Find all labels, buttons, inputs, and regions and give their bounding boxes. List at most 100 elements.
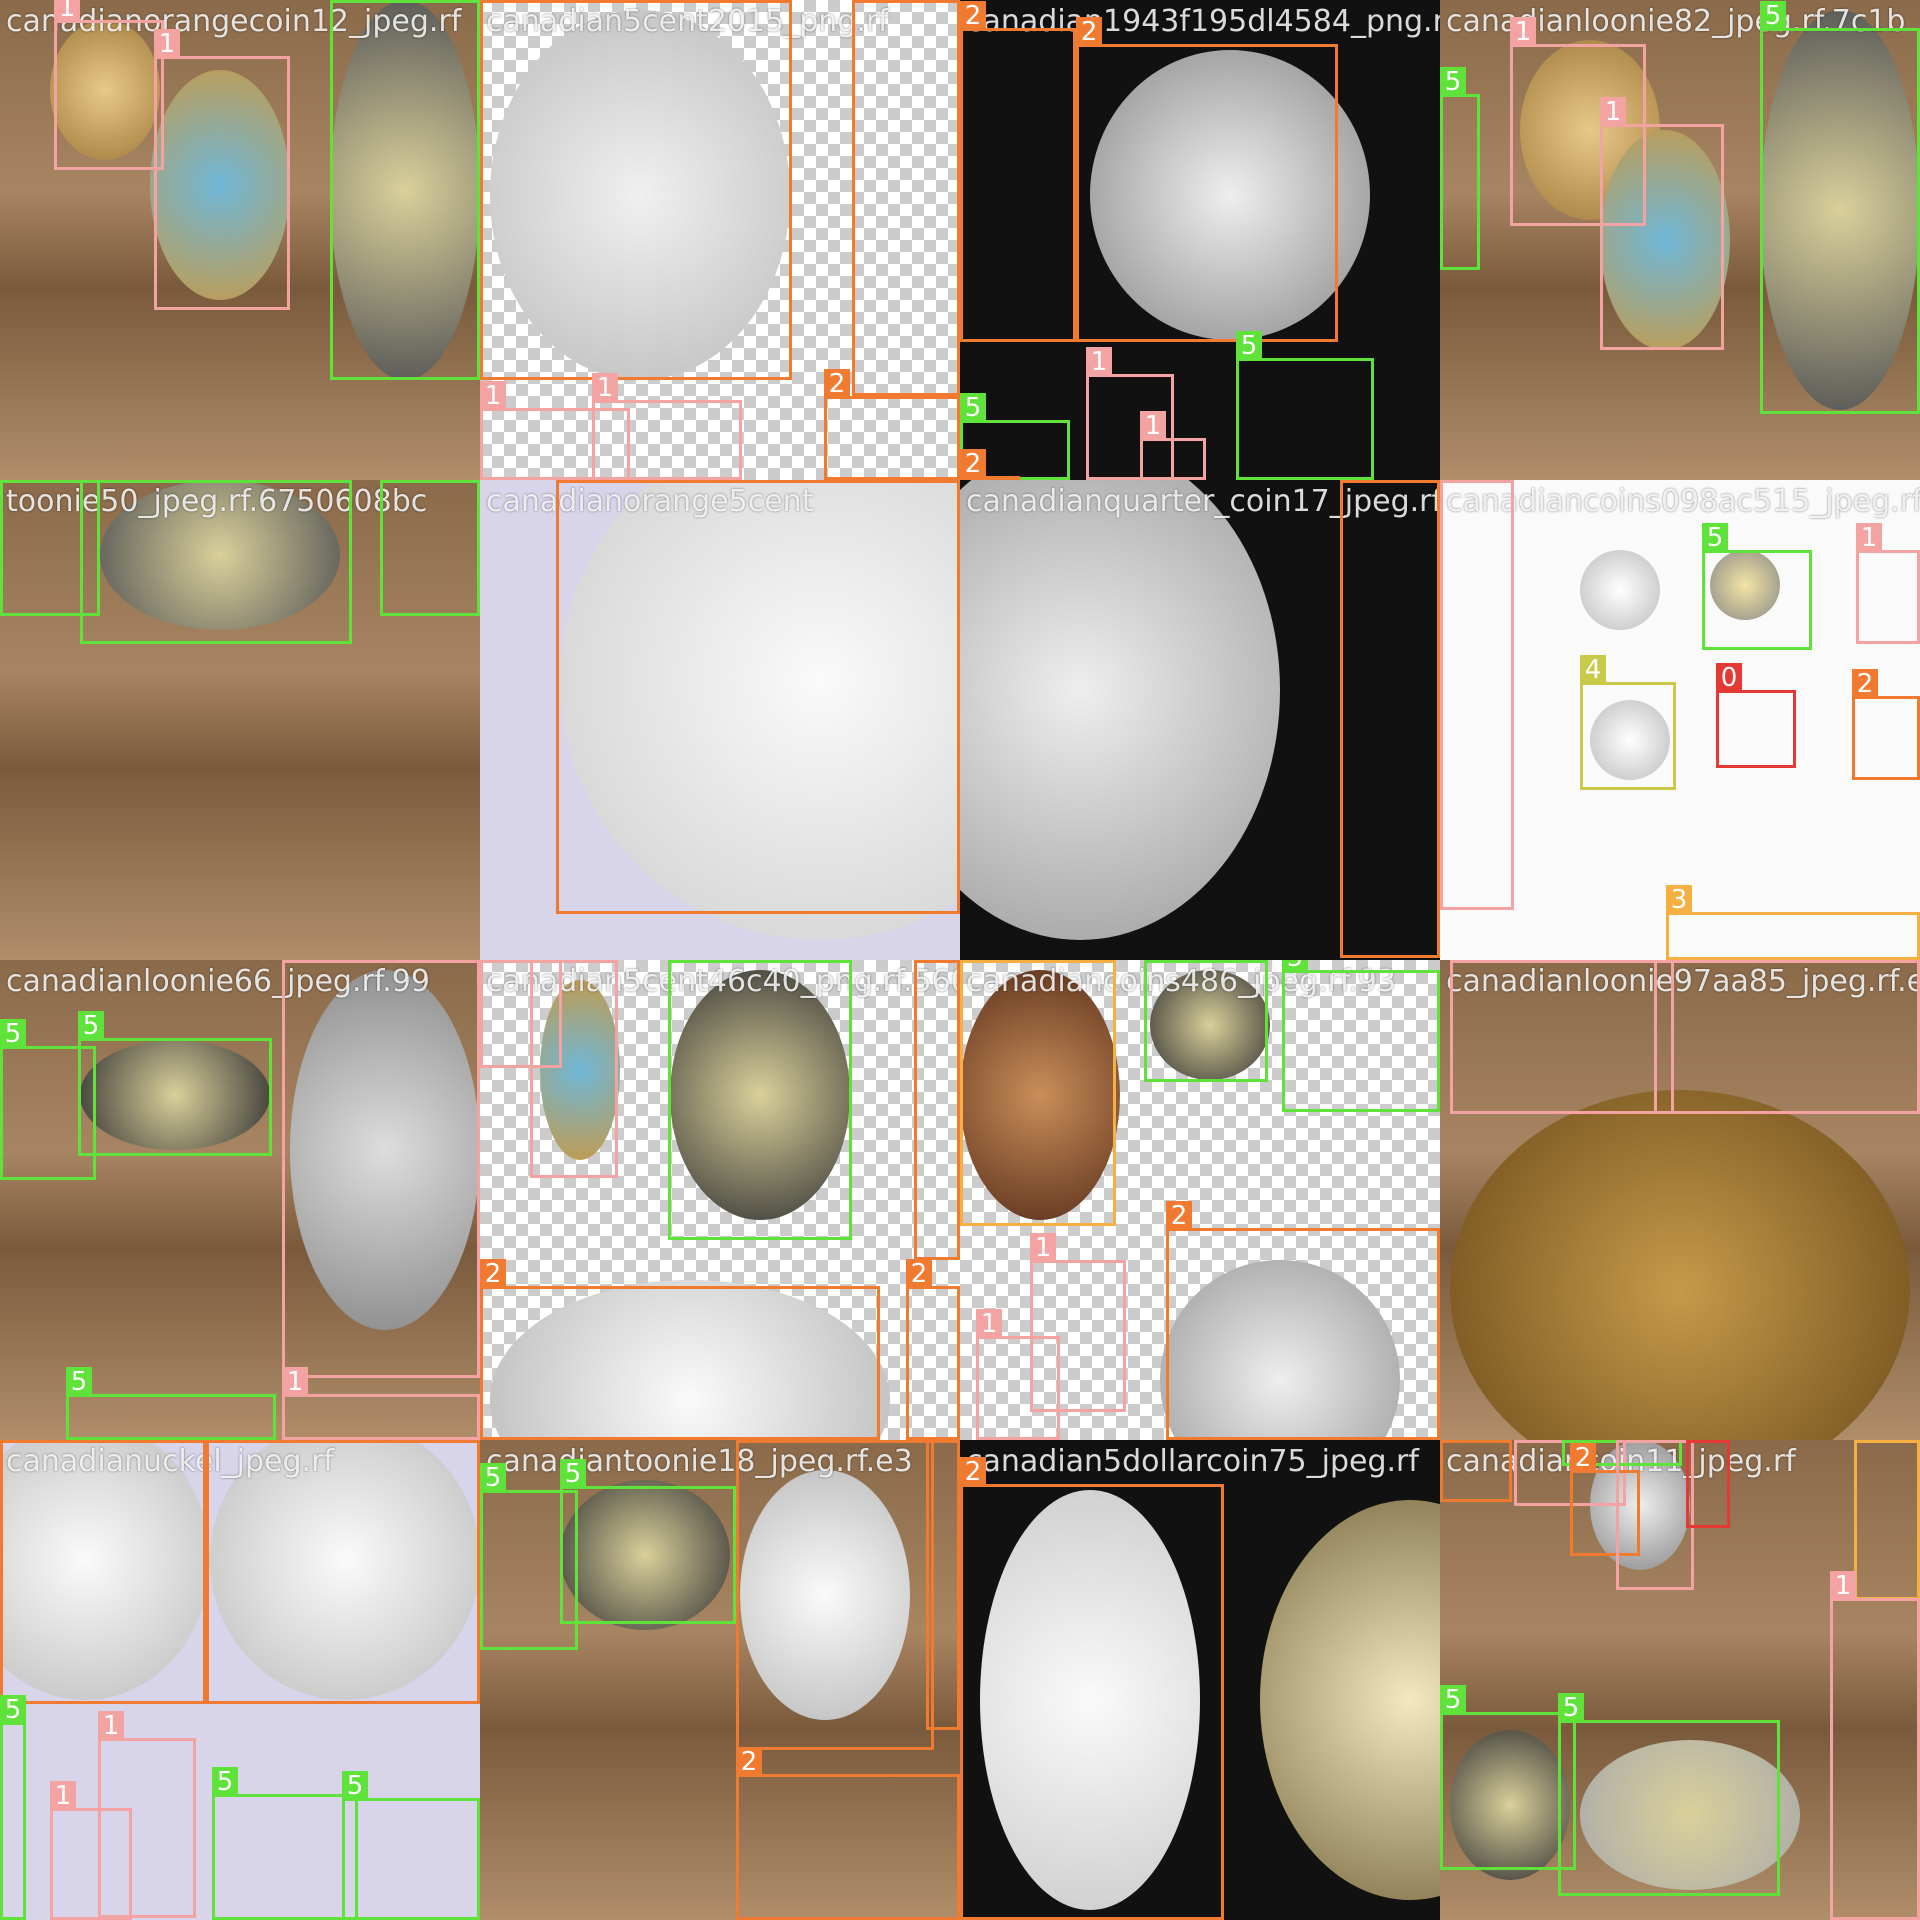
bbox-label: 5	[80, 480, 106, 483]
bbox: 1	[98, 1711, 196, 1918]
bbox-label: 2	[1166, 1201, 1192, 1231]
bbox: 5	[0, 1019, 96, 1180]
bbox-label: 5	[78, 1011, 104, 1041]
bbox-label: 3	[960, 960, 986, 963]
tile: canadianloonie97aa85_jpeg.rf.eaa 1 1	[1440, 960, 1920, 1440]
bbox: 2	[914, 960, 960, 1260]
bbox: 1	[1086, 347, 1174, 480]
tile-title: canadianloonie97aa85_jpeg.rf.eaa	[1446, 964, 1920, 999]
bbox-label: 2	[852, 0, 878, 3]
coin-image	[1580, 1740, 1800, 1890]
bbox-label: 1	[1830, 1571, 1856, 1601]
bbox-label: 2	[960, 1, 986, 31]
bbox-label: 1	[282, 960, 308, 963]
tile-title: toonie50_jpeg.rf.6750608bc	[6, 484, 428, 519]
coin-image	[290, 970, 480, 1330]
tile: canadianloonie82_jpeg.rf.7c1b 1 1 5 5	[1440, 0, 1920, 480]
bbox: 5	[1440, 67, 1480, 270]
bbox: 5	[1558, 1693, 1780, 1896]
bbox-label: 2	[736, 1747, 762, 1777]
bbox-label: 5	[342, 1771, 368, 1801]
bbox: 2	[960, 1, 1076, 342]
bbox: 5	[480, 1463, 578, 1650]
coin-image	[1760, 10, 1920, 410]
bbox-label: 3	[1854, 1440, 1880, 1443]
bbox: 2	[1076, 17, 1338, 342]
bbox-label: 5	[1440, 67, 1466, 97]
bbox: 5	[0, 480, 100, 616]
bbox-label: 1	[976, 1309, 1002, 1339]
bbox: 1	[1440, 480, 1514, 910]
bbox: 5	[66, 1367, 276, 1440]
bbox-label: 5	[1144, 960, 1170, 963]
coin-image	[740, 1470, 910, 1720]
bbox: 1	[1654, 960, 1920, 1114]
bbox-label: 2	[960, 449, 986, 479]
tile: canadianuckel_jpeg.rf 2 2 5 1 1 5 5	[0, 1440, 480, 1920]
bbox-label: 1	[282, 1367, 308, 1397]
coin-image	[1090, 50, 1370, 340]
bbox-label: 2	[926, 1440, 952, 1443]
bbox-label: 2	[914, 960, 940, 963]
bbox: 5	[1440, 1685, 1576, 1870]
bbox-label: 1	[98, 1711, 124, 1741]
tile-title: canadianorange5cent	[486, 484, 814, 519]
bbox-label: 5	[66, 1367, 92, 1397]
coin-image	[560, 1480, 730, 1630]
bbox-label: 2	[480, 0, 506, 3]
bbox-label: 1	[1654, 960, 1680, 963]
bbox: 5	[1144, 960, 1268, 1082]
bbox: 5	[80, 480, 352, 644]
bbox: 5	[342, 1771, 480, 1920]
bbox: 2	[556, 480, 960, 914]
bbox-label: 5	[560, 1459, 586, 1489]
bbox: 1	[154, 29, 290, 310]
tile-title: canadiancoins486_jpeg.rf.93	[966, 964, 1396, 999]
tile: canadian5cent2015_png.rf 2 2 1 1 2	[480, 0, 960, 480]
bbox: 4	[1580, 655, 1676, 790]
bbox-label: 1	[480, 381, 506, 411]
bbox-label: 1	[1616, 1440, 1642, 1443]
coin-image	[1160, 1260, 1400, 1440]
bbox: 1	[1616, 1440, 1694, 1590]
bbox: 1	[1450, 960, 1674, 1114]
bbox-label: 2	[1340, 480, 1366, 483]
tile-title: canadian5cent2015_png.rf	[486, 4, 889, 39]
tile-title: canadian1943f195dl4584_png.rf.71f4	[966, 4, 1440, 39]
bbox-label: 1	[1140, 411, 1166, 441]
tile: canadianloonie66_jpeg.rf.99 1 5 5 5 1	[0, 960, 480, 1440]
tile-title: canadianuckel_jpeg.rf	[6, 1444, 334, 1479]
coin-image	[1600, 130, 1730, 350]
bbox: 5	[560, 1459, 736, 1624]
bbox-label: 5	[0, 1695, 26, 1725]
bbox: 1	[1140, 411, 1206, 480]
tile: canadianorangecoin12_jpeg.rf 1 1 5	[0, 0, 480, 480]
bbox-label: 2	[1570, 1443, 1596, 1473]
bbox: 5	[380, 480, 480, 616]
bbox: 1	[282, 960, 480, 1378]
bbox: 2	[736, 1747, 960, 1920]
coin-image	[150, 70, 290, 300]
bbox: 5	[0, 1695, 26, 1920]
bbox: 5	[668, 960, 852, 1240]
coin-image	[1580, 550, 1660, 630]
bbox: 1	[282, 1367, 480, 1440]
bbox-label: 5	[1282, 960, 1308, 973]
bbox: 5	[1760, 1, 1920, 414]
bbox: 1	[50, 1781, 132, 1920]
bbox: 1	[54, 0, 164, 170]
bbox: 2	[0, 1440, 206, 1704]
bbox-label: 5	[480, 1463, 506, 1493]
bbox: 2	[480, 0, 792, 380]
tile: canadian5dollarcoin75_jpeg.rf 2	[960, 1440, 1440, 1920]
bbox-label: 1	[1030, 1233, 1056, 1263]
bbox: 3	[1854, 1440, 1920, 1600]
bbox-label: 2	[736, 1440, 762, 1443]
bbox-label: 2	[824, 369, 850, 399]
tile-title: canadian5dollarcoin75_jpeg.rf	[966, 1444, 1419, 1479]
bbox-label: 5	[1702, 523, 1728, 553]
tile: toonie50_jpeg.rf.6750608bc 5 5 5	[0, 480, 480, 960]
tile-title: canadiancoin11_jpeg.rf	[1446, 1444, 1796, 1479]
coin-image	[100, 480, 340, 630]
